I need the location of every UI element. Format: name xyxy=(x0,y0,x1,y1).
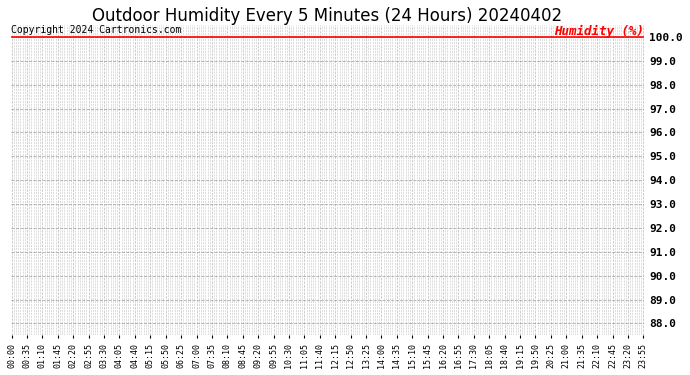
Title: Outdoor Humidity Every 5 Minutes (24 Hours) 20240402: Outdoor Humidity Every 5 Minutes (24 Hou… xyxy=(92,7,562,25)
Text: Humidity (%): Humidity (%) xyxy=(555,25,644,38)
Text: Copyright 2024 Cartronics.com: Copyright 2024 Cartronics.com xyxy=(10,25,181,35)
